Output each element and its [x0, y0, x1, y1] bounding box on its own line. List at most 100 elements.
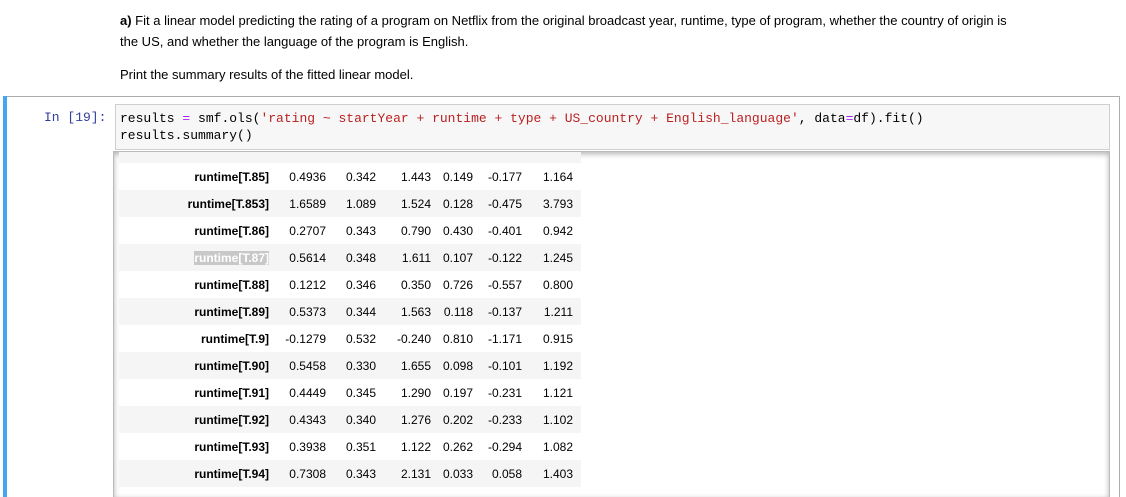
table-cell: 0.810 — [442, 332, 473, 346]
table-cell: 1.403 — [542, 467, 573, 481]
table-row: runtime[T.90] 0.5458 0.330 1.655 0.098 -0.101… — [119, 352, 581, 379]
table-cell: 0.4936 — [289, 170, 326, 184]
table-row: runtime[T.9] -0.1279 0.532 -0.240 0.810 -1.17… — [119, 325, 581, 352]
table-cell: 1.122 — [400, 440, 431, 454]
table-cell: -0.137 — [487, 305, 522, 319]
table-cell: 0.5458 — [289, 359, 326, 373]
table-cell: 1.102 — [542, 413, 573, 427]
table-cell: 0.532 — [345, 332, 376, 346]
table-cell: 1.563 — [400, 305, 431, 319]
table-cell: 0.430 — [442, 224, 473, 238]
table-cell: 0.4343 — [289, 413, 326, 427]
table-row: runtime[T.94] 0.7308 0.343 2.131 0.033 0.058 1… — [119, 460, 581, 487]
row-label: runtime[T.94] — [194, 467, 269, 481]
table-cell: 1.245 — [542, 251, 573, 265]
table-cell: 0.033 — [442, 467, 473, 481]
table-cell: 0.351 — [345, 440, 376, 454]
table-cell: 1.164 — [542, 170, 573, 184]
row-label: runtime[T.86] — [194, 224, 269, 238]
bold-label: a) — [120, 13, 132, 28]
row-label: runtime[T.853] — [187, 197, 269, 211]
table-cell: -0.231 — [487, 386, 522, 400]
row-label: runtime[T.90] — [194, 359, 269, 373]
table-cell: 0.128 — [442, 197, 473, 211]
markdown-note: Print the summary results of the fitted … — [120, 67, 414, 82]
table-row: runtime[T.93] 0.3938 0.351 1.122 0.262 -0.294… — [119, 433, 581, 460]
table-cell: 0.098 — [442, 359, 473, 373]
code-editor[interactable]: results = smf.ols('rating ~ startYear + … — [115, 104, 1110, 150]
code-token: 'rating ~ startYear + runtime + type + U… — [260, 111, 799, 126]
table-cell: 0.149 — [442, 170, 473, 184]
table-cell: 0.340 — [345, 413, 376, 427]
code-token: = — [182, 111, 191, 126]
table-cell: 0.344 — [345, 305, 376, 319]
table-cell: 0.346 — [345, 278, 376, 292]
table-cell: 0.915 — [542, 332, 573, 346]
table-cell: 0.726 — [442, 278, 473, 292]
table-cell: 1.290 — [400, 386, 431, 400]
markdown-line: a) Fit a linear model predicting the rat… — [120, 10, 1007, 31]
table-cell: 0.197 — [442, 386, 473, 400]
table-cell: 0.5614 — [289, 251, 326, 265]
table-cell: -0.401 — [487, 224, 522, 238]
table-row: runtime[T.853] 1.6589 1.089 1.524 0.128 -0.47… — [119, 190, 581, 217]
table-cell: 0.800 — [542, 278, 573, 292]
table-cell: 0.107 — [442, 251, 473, 265]
table-cell: 1.611 — [401, 251, 431, 265]
table-cell: 1.082 — [542, 440, 573, 454]
row-label: runtime[T.91] — [194, 386, 269, 400]
table-row: runtime[T.92] 0.4343 0.340 1.276 0.202 -0.233… — [119, 406, 581, 433]
markdown-line: the US, and whether the language of the … — [120, 34, 469, 49]
row-label: runtime[T.93] — [194, 440, 269, 454]
table-cell: 0.350 — [400, 278, 431, 292]
table-cell: 1.524 — [400, 197, 431, 211]
table-cell: 0.343 — [345, 467, 376, 481]
table-row: runtime[T.91] 0.4449 0.345 1.290 0.197 -0.231… — [119, 379, 581, 406]
table-cell: 0.2707 — [289, 224, 326, 238]
table-cell: 0.262 — [442, 440, 473, 454]
table-cell: 0.942 — [542, 224, 573, 238]
markdown-text: Fit a linear model predicting the rating… — [131, 13, 1007, 28]
table-cell: 0.3938 — [289, 440, 326, 454]
table-cell: 1.655 — [400, 359, 431, 373]
table-cell: 0.330 — [345, 359, 376, 373]
table-cell: 0.345 — [345, 386, 376, 400]
table-cell: 0.1212 — [289, 278, 326, 292]
table-row: runtime[T.87] 0.5614 0.348 1.611 0.107 -0.122… — [119, 244, 581, 271]
table-cell: 1.211 — [543, 305, 573, 319]
table-row: runtime[T.85] 0.4936 0.342 1.443 0.149 -0.177… — [119, 163, 581, 190]
code-cell[interactable] — [7, 96, 1120, 497]
table-cell: -0.240 — [396, 332, 431, 346]
row-label: runtime[T.85] — [194, 170, 269, 184]
code-token: , data — [798, 111, 846, 126]
table-cell: 0.4449 — [289, 386, 326, 400]
table-row: runtime[T.86] 0.2707 0.343 0.790 0.430 -0.401… — [119, 217, 581, 244]
table-cell: 1.089 — [345, 197, 376, 211]
table-cell: 0.790 — [400, 224, 431, 238]
table-cell: -0.101 — [487, 359, 522, 373]
table-cell: -0.557 — [487, 278, 522, 292]
clipped-row — [119, 152, 581, 163]
selection-bar — [3, 96, 7, 497]
table-cell: 0.058 — [491, 467, 522, 481]
table-cell: -0.294 — [487, 440, 522, 454]
table-cell: 1.443 — [400, 170, 431, 184]
table-cell: 0.118 — [443, 305, 473, 319]
row-label: runtime[T.88] — [194, 278, 269, 292]
table-row: runtime[T.89] 0.5373 0.344 1.563 0.118 -0.137… — [119, 298, 581, 325]
table-cell: -0.122 — [487, 251, 522, 265]
table-cell: 0.7308 — [289, 467, 326, 481]
table-cell: 3.793 — [542, 197, 573, 211]
input-prompt: In [19]: — [44, 110, 107, 125]
table-cell: 1.192 — [542, 359, 573, 373]
table-cell: -1.171 — [487, 332, 522, 346]
code-token: results.summary() — [120, 128, 253, 143]
table-cell: 0.348 — [345, 251, 376, 265]
code-line: results = smf.ols('rating ~ startYear + … — [120, 110, 1105, 127]
output-area: runtime[T.85] 0.4936 0.342 1.443 0.149 -0.177… — [113, 151, 1110, 497]
row-label: runtime[T.92] — [194, 413, 269, 427]
code-line: results.summary() — [120, 127, 1105, 144]
table-cell: 0.5373 — [289, 305, 326, 319]
table-cell: 1.121 — [542, 386, 573, 400]
table-cell: 1.276 — [400, 413, 431, 427]
